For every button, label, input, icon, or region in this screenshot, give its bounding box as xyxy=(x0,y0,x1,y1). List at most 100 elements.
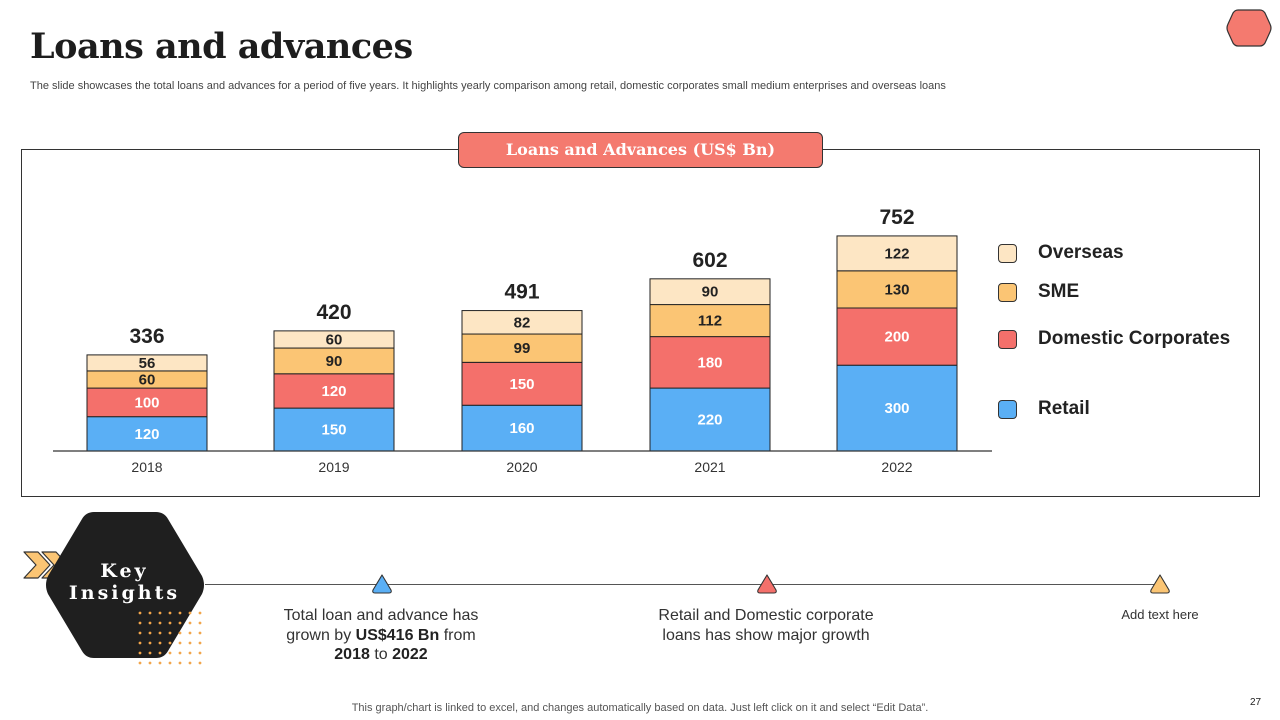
x-tick-label: 2020 xyxy=(506,459,537,475)
timeline-line xyxy=(205,584,1160,585)
total-label: 602 xyxy=(692,249,727,272)
page-subtitle: The slide showcases the total loans and … xyxy=(30,80,946,92)
decor-dot xyxy=(158,651,162,655)
decor-dot xyxy=(148,651,152,655)
data-label: 90 xyxy=(702,284,719,301)
triangle-marker-icon xyxy=(372,574,392,594)
bar-segment-retail xyxy=(273,407,395,452)
page-number: 27 xyxy=(1250,697,1262,708)
x-tick-label: 2022 xyxy=(881,459,912,475)
x-tick-label: 2019 xyxy=(318,459,349,475)
decor-dot xyxy=(178,641,182,645)
decor-dot xyxy=(138,621,142,625)
decor-dot xyxy=(188,651,192,655)
footnote: This graph/chart is linked to excel, and… xyxy=(351,702,929,714)
bar-segment-overseas xyxy=(461,310,583,335)
decor-dot xyxy=(188,621,192,625)
data-label: 100 xyxy=(134,394,159,411)
bar-segment-domestic-corporates xyxy=(461,361,583,406)
data-label: 60 xyxy=(326,331,343,348)
decor-dot xyxy=(198,661,202,665)
data-label: 180 xyxy=(697,354,722,371)
insight-1-pre: Total loan and advance has grown by xyxy=(283,607,479,644)
decor-dot xyxy=(158,611,162,615)
legend-swatch-overseas xyxy=(998,244,1017,263)
key-insights-line2: Insights xyxy=(68,582,181,604)
decor-dot xyxy=(158,641,162,645)
data-label: 160 xyxy=(509,420,534,437)
bar-segment-overseas xyxy=(86,354,208,372)
decor-dot xyxy=(178,661,182,665)
decor-dot xyxy=(198,631,202,635)
decor-dot xyxy=(168,631,172,635)
page-title: Loans and advances xyxy=(30,26,413,67)
triangle-marker-icon xyxy=(757,574,777,594)
decor-dot xyxy=(148,631,152,635)
decor-dot xyxy=(168,621,172,625)
decor-dot xyxy=(138,611,142,615)
decor-dot xyxy=(198,641,202,645)
decor-dot xyxy=(178,621,182,625)
decor-dot xyxy=(178,611,182,615)
decor-dot xyxy=(138,631,142,635)
data-label: 60 xyxy=(139,372,156,389)
insight-text-2: Retail and Domestic corporate loans has … xyxy=(658,607,874,644)
legend-swatch-sme xyxy=(998,283,1017,302)
decor-dot xyxy=(158,661,162,665)
decor-dot xyxy=(158,631,162,635)
decor-dot xyxy=(138,661,142,665)
decor-dot xyxy=(148,611,152,615)
decor-dot xyxy=(138,641,142,645)
bar-segment-domestic-corporates xyxy=(649,336,771,389)
decor-dot xyxy=(178,631,182,635)
data-label: 300 xyxy=(884,400,909,417)
data-label: 90 xyxy=(326,353,343,370)
bar-segment-overseas xyxy=(649,278,771,306)
legend-label: SME xyxy=(1038,281,1080,302)
bar-segment-domestic-corporates xyxy=(86,387,208,418)
bar-segment-sme xyxy=(273,347,395,375)
total-label: 752 xyxy=(879,206,914,229)
chart-frame xyxy=(21,149,1260,497)
data-label: 82 xyxy=(514,314,531,331)
data-label: 120 xyxy=(321,383,346,400)
decor-dot xyxy=(168,611,172,615)
insight-1-to-year: 2022 xyxy=(392,646,428,663)
data-label: 200 xyxy=(884,329,909,346)
bar-segment-sme xyxy=(649,304,771,338)
decor-dot xyxy=(148,661,152,665)
decor-dot xyxy=(168,661,172,665)
decor-dot xyxy=(158,621,162,625)
legend-label: Retail xyxy=(1038,398,1090,419)
total-label: 420 xyxy=(316,301,351,324)
bar-segment-retail xyxy=(649,387,771,452)
data-label: 130 xyxy=(884,281,909,298)
decor-dot xyxy=(188,641,192,645)
insight-1-to: to xyxy=(369,646,393,663)
data-label: 120 xyxy=(134,426,159,443)
decor-dot xyxy=(178,651,182,655)
decor-dot xyxy=(148,641,152,645)
data-label: 122 xyxy=(884,245,909,262)
x-tick-label: 2018 xyxy=(131,459,162,475)
decor-dot xyxy=(168,641,172,645)
bar-segment-overseas xyxy=(836,235,958,272)
key-insights-line1: Key xyxy=(100,560,149,582)
insight-1-amount: US$416 Bn xyxy=(355,626,440,644)
total-label: 336 xyxy=(129,325,164,348)
data-label: 150 xyxy=(509,376,534,393)
decor-dot xyxy=(198,651,202,655)
insight-1-mid: from xyxy=(439,626,476,644)
legend-label: Overseas xyxy=(1038,242,1124,263)
legend-swatch-retail xyxy=(998,400,1017,419)
decor-dot xyxy=(188,661,192,665)
insight-1-from-year: 2018 xyxy=(334,646,370,663)
data-label: 150 xyxy=(321,422,346,439)
key-insights-hexagon xyxy=(46,512,204,658)
decor-dot xyxy=(198,611,202,615)
key-insights-heading: Key Insights xyxy=(62,560,187,604)
bar-segment-overseas xyxy=(273,330,395,349)
decor-dot xyxy=(138,651,142,655)
decor-dot xyxy=(188,611,192,615)
